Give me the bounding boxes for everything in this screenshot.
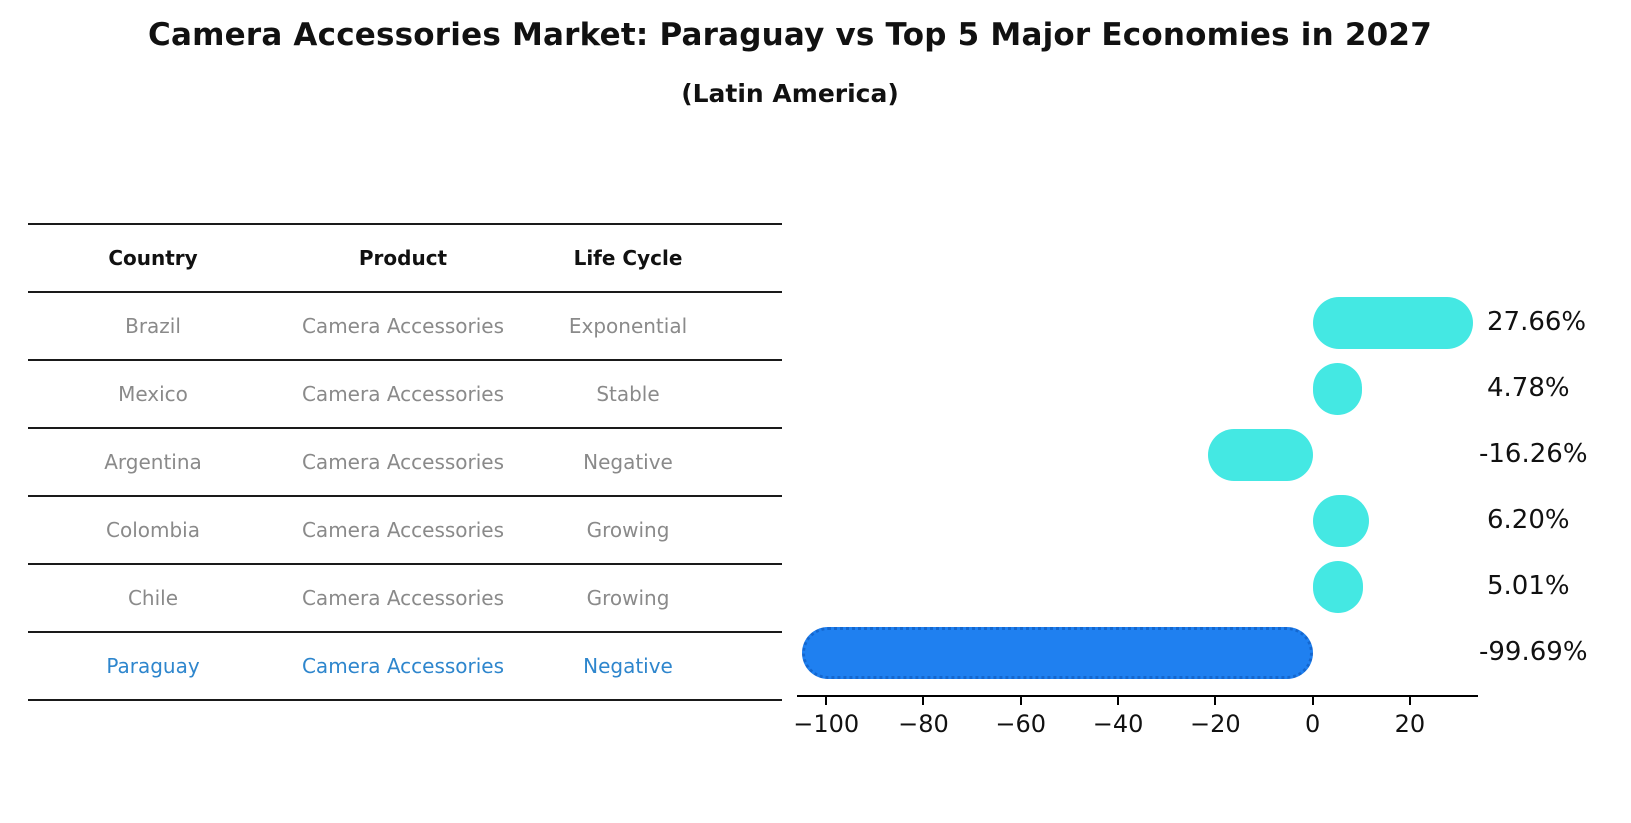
cell-lifecycle: Growing — [586, 586, 670, 610]
cell-product: Camera Accessories — [301, 586, 505, 610]
value-label-paraguay: -99.69% — [1479, 637, 1588, 667]
cell-lifecycle: Stable — [596, 382, 660, 406]
x-axis-tick-label: −60 — [995, 710, 1047, 738]
cell-country: Brazil — [125, 314, 181, 338]
x-axis-tick-label: −80 — [898, 710, 949, 738]
cell-product: Camera Accessories — [301, 518, 505, 542]
x-axis-tick-label: 0 — [1304, 710, 1321, 738]
cell-lifecycle: Life Cycle — [573, 246, 683, 270]
chart-title: Camera Accessories Market: Paraguay vs T… — [148, 17, 1432, 53]
table-row-chile: Chile Camera Accessories Growing — [28, 563, 782, 631]
x-axis-tick — [1117, 697, 1120, 705]
value-label-mexico: 4.78% — [1487, 373, 1570, 403]
value-label-brazil: 27.66% — [1487, 307, 1587, 337]
x-axis-line — [797, 695, 1478, 697]
table-row-mexico: Mexico Camera Accessories Stable — [28, 359, 782, 427]
cell-product: Camera Accessories — [301, 450, 505, 474]
x-axis-tick-label: −20 — [1190, 710, 1241, 738]
cell-product: Camera Accessories — [301, 314, 505, 338]
cell-product: Camera Accessories — [301, 382, 505, 406]
cell-country: Chile — [127, 586, 179, 610]
bar-chile — [1312, 561, 1363, 613]
cell-lifecycle: Negative — [583, 450, 673, 474]
cell-product: Camera Accessories — [301, 654, 505, 678]
value-label-argentina: -16.26% — [1479, 439, 1588, 469]
country-table: Country Product Life Cycle Brazil Camera Acc… — [28, 223, 782, 701]
bar-mexico — [1312, 363, 1362, 415]
x-axis-tick — [1408, 697, 1411, 705]
table-row-paraguay: Paraguay Camera Accessories Negative — [28, 631, 782, 699]
table-header-row: Country Product Life Cycle — [28, 223, 782, 291]
x-axis-tick — [825, 697, 828, 705]
chart-subtitle: (Latin America) — [681, 79, 899, 108]
x-axis-tick — [922, 697, 925, 705]
cell-lifecycle: Negative — [583, 654, 673, 678]
x-axis-tick-label: −40 — [1092, 710, 1144, 738]
cell-country: Argentina — [104, 450, 202, 474]
x-axis-tick-label: 20 — [1394, 710, 1426, 738]
bar-argentina — [1207, 429, 1313, 481]
bar-brazil — [1312, 297, 1474, 349]
cell-country: Paraguay — [106, 654, 200, 678]
cell-lifecycle: Exponential — [568, 314, 688, 338]
x-axis-tick-label: −100 — [793, 710, 860, 738]
table-row-colombia: Colombia Camera Accessories Growing — [28, 495, 782, 563]
x-axis-tick — [1214, 697, 1217, 705]
bar-paraguay — [801, 627, 1313, 679]
x-axis-tick — [1019, 697, 1022, 705]
x-axis-tick — [1311, 697, 1314, 705]
cell-country: Colombia — [106, 518, 200, 542]
value-label-chile: 5.01% — [1487, 571, 1570, 601]
bar-colombia — [1312, 495, 1369, 547]
table-row-brazil: Brazil Camera Accessories Exponential — [28, 291, 782, 359]
cell-country: Mexico — [118, 382, 188, 406]
cell-country: Country — [108, 246, 198, 270]
value-label-colombia: 6.20% — [1487, 505, 1570, 535]
cell-product: Product — [358, 246, 448, 270]
table-row-argentina: Argentina Camera Accessories Negative — [28, 427, 782, 495]
cell-lifecycle: Growing — [586, 518, 670, 542]
